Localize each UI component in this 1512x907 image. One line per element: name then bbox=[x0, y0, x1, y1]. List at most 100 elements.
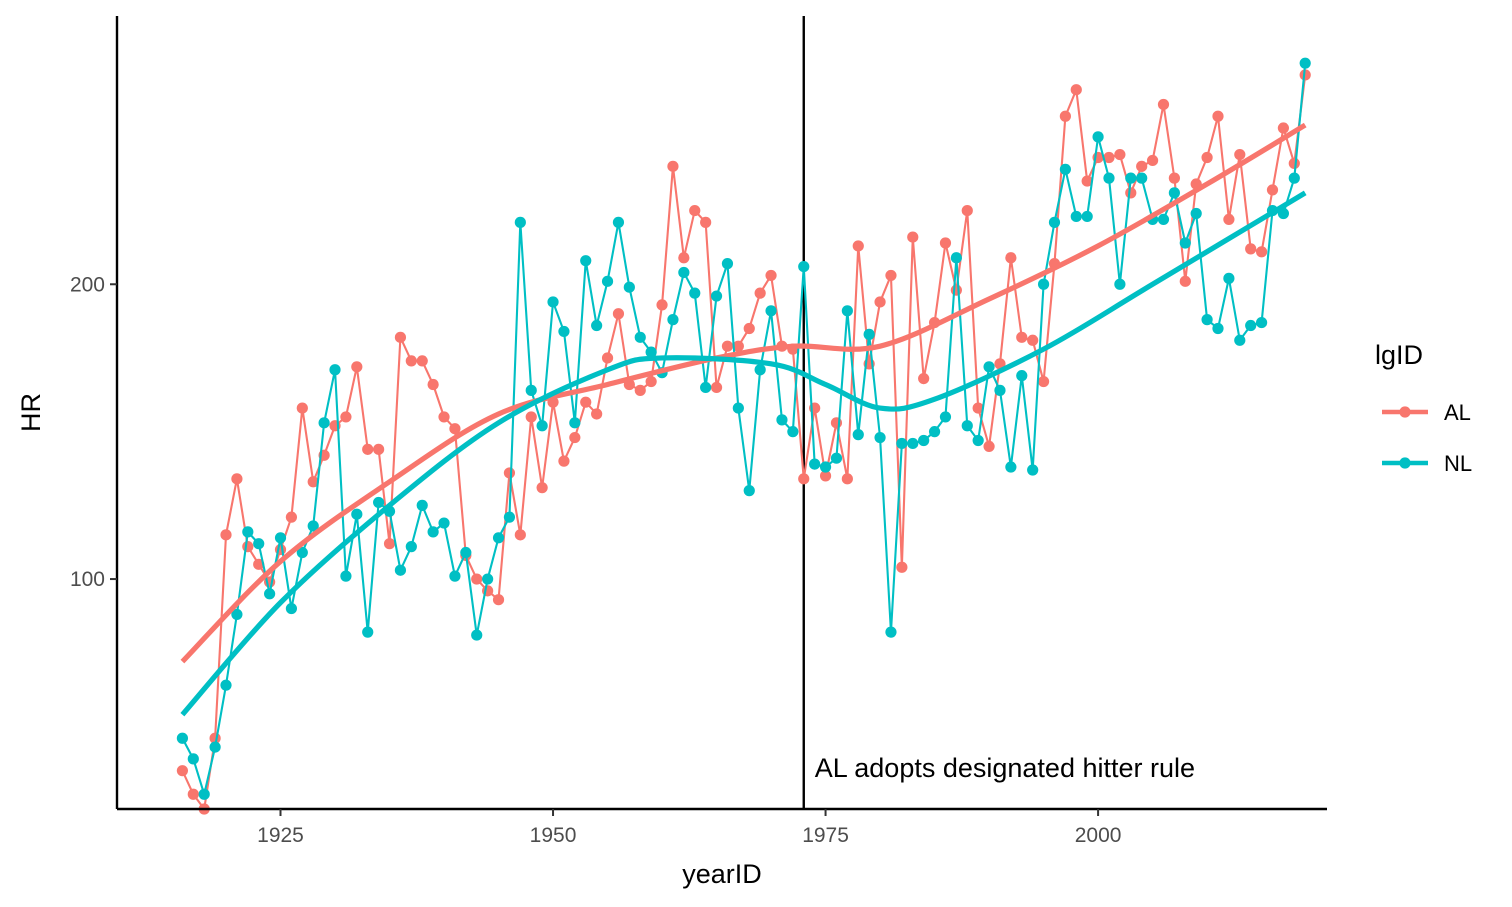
data-point-al bbox=[1266, 184, 1279, 196]
data-point-nl bbox=[503, 511, 516, 523]
data-point-nl bbox=[264, 588, 276, 600]
data-point-nl bbox=[1059, 163, 1071, 175]
data-point-nl bbox=[558, 325, 570, 338]
data-point-nl bbox=[209, 741, 221, 753]
data-point-nl bbox=[896, 437, 908, 450]
data-point-nl bbox=[1168, 187, 1180, 199]
data-point-nl bbox=[1027, 464, 1039, 476]
data-point-nl bbox=[1016, 370, 1028, 382]
data-point-nl bbox=[591, 319, 603, 332]
data-point-nl bbox=[253, 538, 265, 550]
trend-curve-al bbox=[180, 122, 1307, 664]
data-point-al bbox=[961, 204, 973, 217]
data-point-nl bbox=[1288, 172, 1300, 184]
data-point-al bbox=[220, 529, 232, 541]
data-point-nl bbox=[907, 437, 919, 450]
data-point-nl bbox=[743, 485, 755, 497]
data-point-al bbox=[907, 231, 919, 243]
data-point-al bbox=[645, 375, 657, 388]
data-point-nl bbox=[373, 496, 385, 509]
data-point-nl bbox=[623, 281, 635, 293]
data-point-nl bbox=[351, 508, 363, 520]
data-point-nl bbox=[798, 260, 810, 273]
data-point-al bbox=[1201, 151, 1213, 164]
data-point-al bbox=[449, 423, 461, 435]
data-point-nl bbox=[362, 626, 374, 638]
data-point-nl bbox=[830, 452, 843, 464]
data-point-nl bbox=[1190, 207, 1202, 220]
data-point-al bbox=[242, 541, 254, 553]
data-point-nl bbox=[928, 426, 941, 438]
data-point-nl bbox=[721, 258, 734, 270]
data-point-al bbox=[176, 765, 189, 777]
data-point-al bbox=[950, 284, 962, 296]
legend-title: lgID bbox=[1375, 340, 1423, 370]
data-point-al bbox=[416, 355, 428, 367]
y-axis-title: HR bbox=[16, 393, 46, 432]
data-point-al bbox=[885, 269, 897, 282]
x-tick-label: 1975 bbox=[802, 824, 849, 847]
data-point-nl bbox=[318, 417, 330, 429]
data-point-al bbox=[1027, 334, 1039, 346]
data-point-al bbox=[841, 473, 853, 485]
data-point-nl bbox=[340, 570, 352, 582]
data-point-nl bbox=[1048, 216, 1061, 228]
data-point-al bbox=[689, 204, 701, 217]
data-point-nl bbox=[405, 541, 417, 553]
data-point-al bbox=[612, 308, 625, 320]
data-point-nl bbox=[939, 411, 952, 423]
data-point-nl bbox=[1114, 278, 1126, 290]
data-point-al bbox=[656, 299, 668, 311]
data-point-al bbox=[918, 372, 930, 385]
data-point-al bbox=[1255, 246, 1268, 258]
data-point-nl bbox=[1005, 461, 1017, 473]
data-point-nl bbox=[689, 287, 701, 299]
data-point-al bbox=[1157, 98, 1170, 111]
data-point-al bbox=[351, 361, 363, 373]
data-point-al bbox=[983, 440, 995, 453]
data-point-al bbox=[1114, 148, 1126, 161]
data-point-nl bbox=[1125, 172, 1137, 184]
data-point-al bbox=[1223, 213, 1235, 226]
data-point-al bbox=[1234, 148, 1246, 161]
data-point-al bbox=[1103, 151, 1115, 164]
data-point-al bbox=[307, 476, 319, 488]
data-point-al bbox=[231, 473, 243, 485]
data-point-nl bbox=[634, 331, 646, 343]
data-point-nl bbox=[198, 788, 210, 800]
data-point-al bbox=[394, 331, 407, 343]
data-point-al bbox=[700, 216, 712, 228]
data-point-al bbox=[634, 384, 646, 396]
data-point-nl bbox=[612, 216, 625, 228]
data-point-al bbox=[1288, 157, 1300, 169]
data-point-nl bbox=[645, 346, 657, 358]
data-point-nl bbox=[819, 461, 832, 473]
data-point-al bbox=[285, 511, 298, 523]
data-point-al bbox=[1245, 243, 1257, 255]
data-point-al bbox=[1277, 122, 1289, 134]
data-point-nl bbox=[1201, 314, 1213, 326]
data-point-al bbox=[765, 269, 777, 282]
data-point-al bbox=[798, 473, 810, 485]
data-point-al bbox=[994, 358, 1006, 370]
legend-label-al: AL bbox=[1444, 400, 1471, 425]
data-point-al bbox=[1146, 154, 1159, 167]
data-point-al bbox=[362, 443, 374, 455]
data-point-al bbox=[405, 355, 417, 367]
data-point-al bbox=[732, 340, 744, 352]
data-point-nl bbox=[547, 296, 559, 308]
x-tick-label: 1925 bbox=[257, 824, 304, 847]
data-point-al bbox=[721, 340, 734, 352]
data-point-al bbox=[601, 352, 614, 364]
x-tick-label: 1950 bbox=[530, 824, 577, 847]
data-point-nl bbox=[1081, 210, 1093, 223]
legend-key-point-nl bbox=[1399, 457, 1411, 469]
data-point-nl bbox=[983, 361, 995, 373]
data-point-nl bbox=[220, 679, 232, 691]
data-point-nl bbox=[438, 517, 450, 529]
data-point-al bbox=[438, 411, 450, 423]
data-point-nl bbox=[1037, 278, 1050, 290]
data-point-nl bbox=[176, 732, 189, 744]
